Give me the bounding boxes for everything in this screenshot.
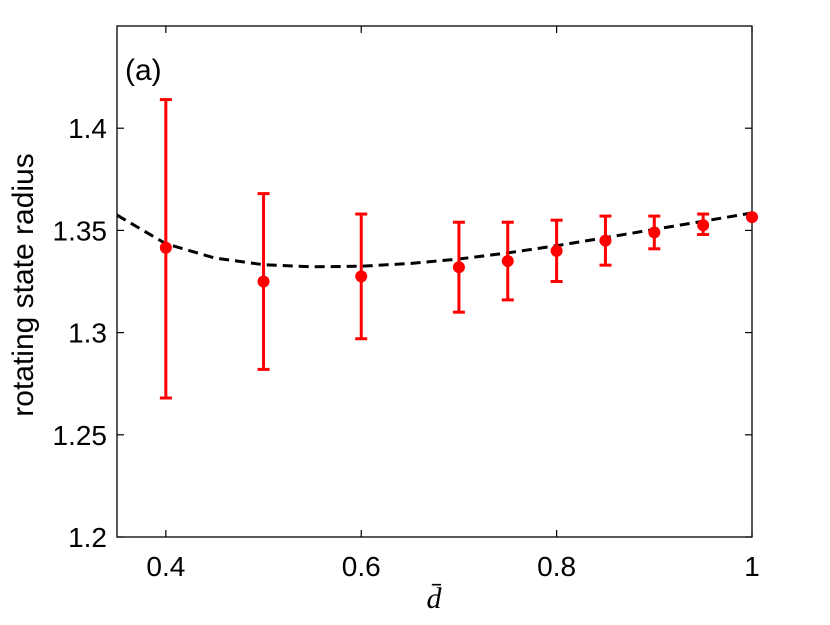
- data-point: [452, 261, 465, 274]
- data-point: [697, 219, 710, 232]
- panel-label: (a): [125, 54, 162, 87]
- data-point: [501, 255, 514, 268]
- fit-line: [116, 211, 753, 269]
- y-tick-label: 1.4: [68, 113, 107, 144]
- y-axis-title: rotating state radius: [7, 153, 40, 416]
- y-tick-label: 1.25: [53, 420, 108, 451]
- y-tick-label: 1.35: [53, 215, 108, 246]
- data-point: [159, 241, 172, 254]
- plot-area: 0.4 0.6 0.8 1 1.2 1.25 1.3 1.35 1.4: [53, 25, 760, 582]
- y-tick-label: 1.2: [68, 522, 107, 553]
- x-axis-title: d̄: [427, 582, 443, 615]
- y-tick-label: 1.3: [68, 318, 107, 349]
- x-tick-label: 1: [744, 551, 760, 582]
- data-point: [355, 270, 368, 283]
- data-point: [257, 275, 270, 288]
- x-tick-label: 0.6: [342, 551, 381, 582]
- data-point: [746, 211, 758, 224]
- data-point: [550, 244, 563, 257]
- x-tick-label: 0.4: [146, 551, 185, 582]
- x-tick-label: 0.8: [537, 551, 576, 582]
- plot-frame: [116, 25, 753, 538]
- data-point: [648, 226, 661, 239]
- data-point: [599, 234, 612, 247]
